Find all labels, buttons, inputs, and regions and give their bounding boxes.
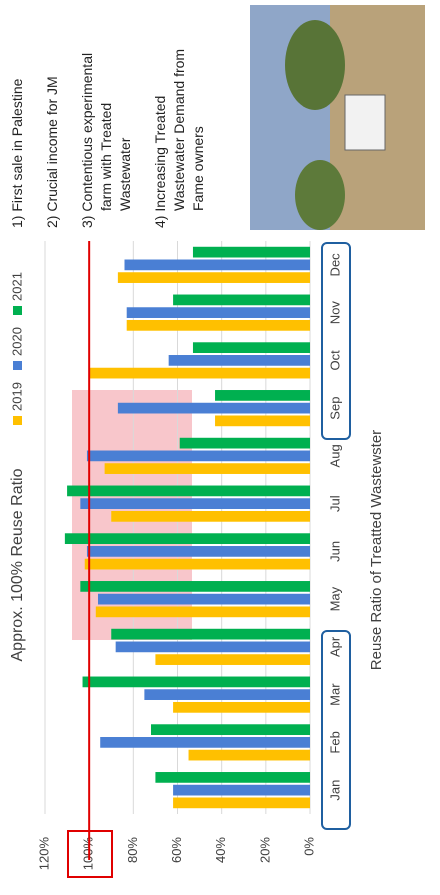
bar bbox=[173, 797, 310, 808]
note-line: Fame owners bbox=[190, 126, 206, 211]
x-tick-label: Dec bbox=[327, 253, 342, 277]
bar bbox=[98, 594, 310, 605]
slide: Approx. 100% Reuse Ratio Reuse Ratio of … bbox=[0, 0, 440, 895]
bar bbox=[111, 511, 310, 522]
photo-tree bbox=[295, 160, 345, 230]
bar bbox=[151, 724, 310, 735]
x-tick-label: May bbox=[327, 586, 342, 611]
bar bbox=[193, 342, 310, 353]
bar bbox=[155, 654, 310, 665]
bar bbox=[180, 438, 310, 449]
note-line: 3) Contentious experimental bbox=[79, 53, 95, 228]
y-tick-label: 120% bbox=[36, 837, 51, 871]
legend-swatch bbox=[13, 361, 22, 370]
x-tick-label: Nov bbox=[327, 301, 342, 325]
bar bbox=[116, 642, 310, 653]
bar bbox=[85, 559, 310, 570]
bar bbox=[80, 498, 310, 509]
y-tick-label: 40% bbox=[213, 837, 228, 863]
notes: 1) First sale in Palestine 2) Crucial inc… bbox=[9, 49, 206, 228]
legend-label: 2019 bbox=[9, 382, 24, 411]
bar bbox=[169, 355, 310, 366]
legend-label: 2020 bbox=[9, 327, 24, 356]
bar bbox=[173, 295, 310, 306]
x-tick-label: Jun bbox=[327, 541, 342, 562]
bar bbox=[189, 750, 310, 761]
y-tick-label: 100% bbox=[81, 837, 96, 871]
bar bbox=[89, 368, 310, 379]
note-line: farm with Treated bbox=[98, 103, 114, 211]
y-tick-label: 80% bbox=[125, 837, 140, 863]
bar bbox=[80, 581, 310, 592]
note-line: 4) Increasing Treated bbox=[152, 96, 168, 228]
note-line: Wastewater Demand from bbox=[171, 49, 187, 211]
bar bbox=[127, 320, 310, 331]
y-tick-label: 60% bbox=[169, 837, 184, 863]
bar bbox=[118, 272, 310, 283]
bar bbox=[87, 451, 310, 462]
x-tick-label: Oct bbox=[327, 350, 342, 371]
bar bbox=[173, 702, 310, 713]
x-tick-label: Apr bbox=[327, 636, 342, 657]
note-line: 2) Crucial income for JM bbox=[44, 76, 60, 228]
note-line: Wastewater bbox=[117, 137, 133, 211]
legend-label: 2021 bbox=[9, 272, 24, 301]
bar bbox=[67, 486, 310, 497]
photo-sign bbox=[345, 95, 385, 150]
photo bbox=[250, 5, 425, 230]
bar bbox=[100, 737, 310, 748]
bar bbox=[125, 260, 311, 271]
bar bbox=[173, 785, 310, 796]
bar bbox=[144, 689, 310, 700]
y-tick-label: 0% bbox=[301, 837, 316, 856]
bar bbox=[87, 546, 310, 557]
x-tick-label: Mar bbox=[327, 683, 342, 706]
bar bbox=[65, 533, 310, 544]
x-tick-label: Jul bbox=[327, 495, 342, 512]
bar bbox=[215, 415, 310, 426]
bar bbox=[155, 772, 310, 783]
bar bbox=[83, 677, 310, 688]
rotated-slide: Approx. 100% Reuse Ratio Reuse Ratio of … bbox=[9, 5, 425, 877]
bar bbox=[118, 403, 310, 414]
x-tick-label: Aug bbox=[327, 444, 342, 467]
bar bbox=[111, 629, 310, 640]
x-tick-label: Feb bbox=[327, 731, 342, 753]
x-axis-title: Reuse Ratio of Treatted Wastewster bbox=[368, 430, 385, 670]
bar bbox=[127, 307, 310, 318]
note-line: 1) First sale in Palestine bbox=[9, 78, 25, 228]
y-tick-label: 20% bbox=[257, 837, 272, 863]
photo-tree bbox=[285, 20, 345, 110]
bar bbox=[96, 606, 310, 617]
bar bbox=[105, 463, 310, 474]
legend-swatch bbox=[13, 306, 22, 315]
bar bbox=[215, 390, 310, 401]
x-tick-label: Sep bbox=[327, 397, 342, 420]
page: {"chart_data": {"type": "bar", "title": … bbox=[0, 0, 440, 895]
bar bbox=[193, 247, 310, 258]
legend-swatch bbox=[13, 416, 22, 425]
chart-title: Approx. 100% Reuse Ratio bbox=[9, 468, 26, 661]
x-tick-label: Jan bbox=[327, 780, 342, 801]
